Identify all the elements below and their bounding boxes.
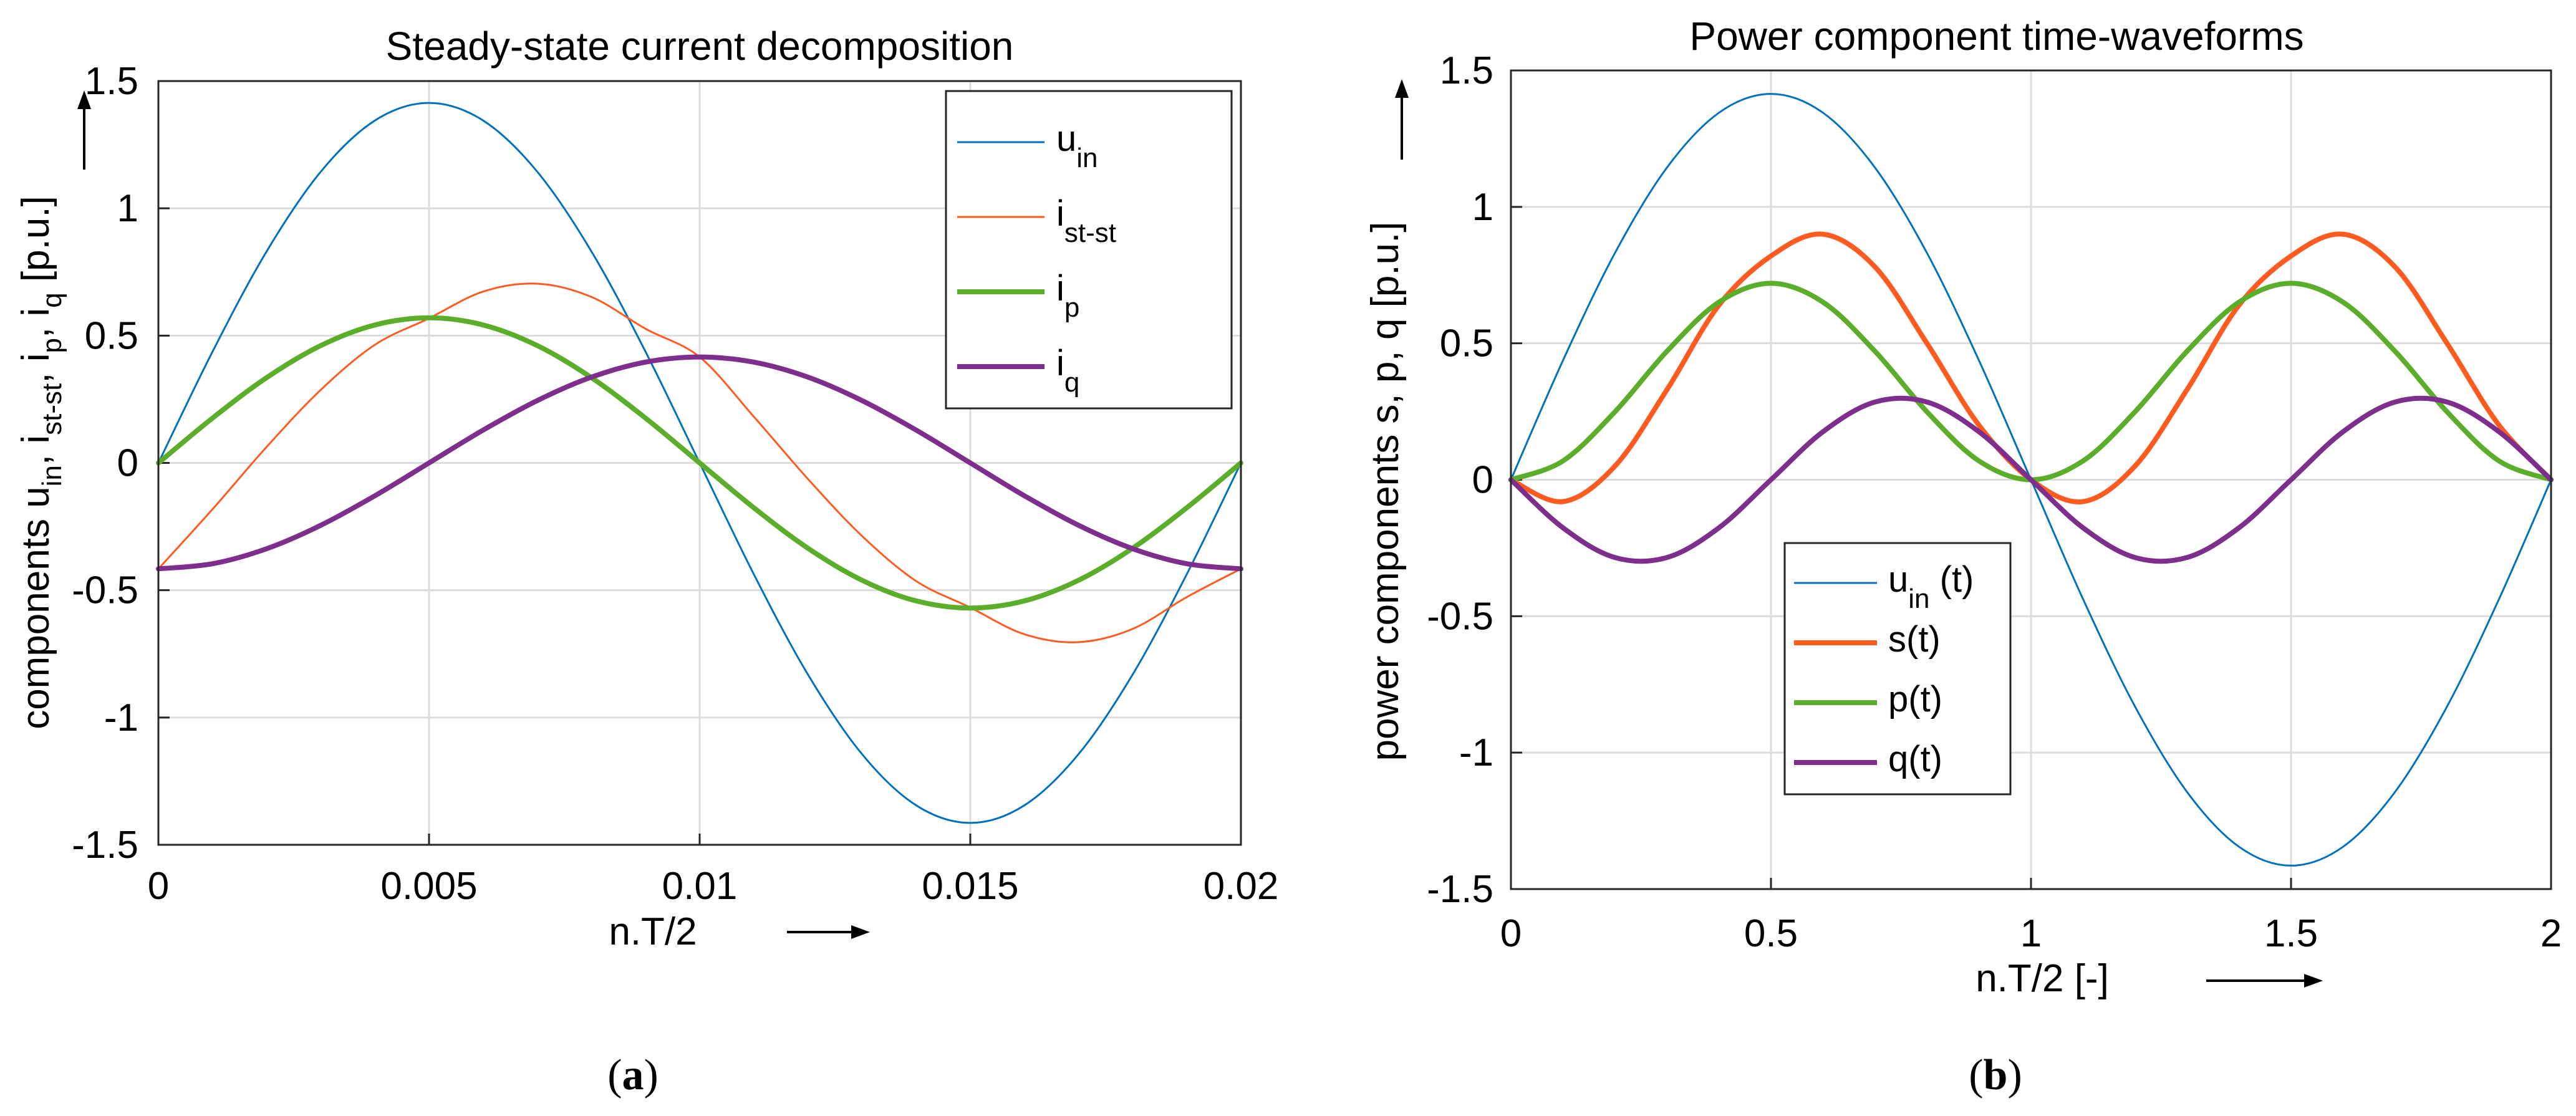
chart-b-ytick-labels: -1.5 -1 -0.5 0 0.5 1 1.5 (1427, 49, 1493, 911)
chart-b-xtick-labels: 0 0.5 1 1.5 2 (1500, 912, 2562, 955)
legend-label: iq (1056, 343, 1079, 398)
chart-b-xlabel-arrow (2206, 974, 2323, 988)
y-tick-label: 0 (117, 442, 138, 485)
chart-a-legend: uin ist-st ip iq (945, 90, 1233, 410)
x-tick-label: 0 (1500, 912, 1522, 955)
y-tick-label: -0.5 (1427, 595, 1493, 638)
legend-label: uin (t) (1888, 559, 1974, 614)
x-tick-label: 0.02 (1204, 865, 1279, 908)
chart-a-xtick-labels: 0 0.005 0.01 0.015 0.02 (148, 865, 1279, 908)
chart-b-ylabel-arrow (1395, 79, 1409, 160)
legend-label: s(t) (1888, 619, 1941, 660)
x-tick-label: 0.015 (922, 865, 1018, 908)
y-tick-label: 1 (117, 187, 138, 230)
y-tick-label: -1.5 (1427, 868, 1493, 911)
x-tick-label: 2 (2540, 912, 2562, 955)
x-tick-label: 0.5 (1744, 912, 1798, 955)
chart-b-grid (1510, 69, 2552, 890)
chart-b-legend-box (1783, 542, 2012, 796)
chart-b-xlabel: n.T/2 [-] (1975, 957, 2109, 1000)
series-line-i-q (156, 354, 1243, 572)
legend-label: p(t) (1888, 679, 1942, 719)
caption-b: (b) (1969, 1051, 2022, 1099)
y-tick-label: -1.5 (72, 824, 138, 867)
y-tick-label: 0.5 (1440, 322, 1493, 365)
series-line-q-t- (1508, 395, 2554, 564)
x-tick-label: 1 (2020, 912, 2042, 955)
y-tick-label: -1 (104, 696, 138, 739)
chart-b-plot-frame (1510, 69, 2552, 890)
chart-b: Power component time-waveforms -1.5 -1 -0.… (1364, 14, 2562, 1099)
legend-label: ist-st (1056, 193, 1116, 248)
y-tick-label: -1 (1459, 731, 1493, 774)
chart-b-legend: uin (t) s(t) p(t) q(t) (1783, 542, 2012, 796)
chart-b-series (1508, 93, 2554, 867)
y-tick-label: -0.5 (72, 569, 138, 612)
x-tick-label: 0.01 (662, 865, 738, 908)
series-line-i-p (156, 315, 1243, 611)
chart-a-xlabel-arrow (787, 925, 870, 939)
y-tick-label: 0.5 (85, 314, 138, 357)
chart-b-title: Power component time-waveforms (1689, 14, 2303, 59)
legend-label: ip (1056, 268, 1079, 323)
x-tick-label: 0.005 (380, 865, 477, 908)
x-tick-label: 0 (148, 865, 169, 908)
chart-a-legend-box (945, 90, 1233, 410)
chart-a-title: Steady-state current decomposition (386, 24, 1014, 69)
chart-a-ylabel-arrow (77, 90, 91, 170)
y-tick-label: 1 (1472, 186, 1493, 229)
y-tick-label: 1.5 (85, 60, 138, 103)
chart-a-ytick-labels: -1.5 -1 -0.5 0 0.5 1 1.5 (72, 60, 138, 867)
chart-a-series (156, 102, 1243, 824)
chart-a-xlabel: n.T/2 (609, 910, 697, 953)
chart-a: Steady-state current decomposition -1.5-… (14, 24, 1278, 1099)
chart-a-ylabel: components uin, ist-st, ip, iq [p.u.] (14, 196, 67, 729)
chart-b-ylabel: power components s, p, q [p.u.] (1364, 221, 1407, 761)
legend-label: uin (1056, 118, 1098, 173)
x-tick-label: 1.5 (2264, 912, 2318, 955)
legend-label: q(t) (1888, 739, 1942, 779)
chart-a-plot-frame (157, 80, 1242, 846)
y-tick-label: 1.5 (1440, 49, 1493, 92)
y-tick-label: 0 (1472, 459, 1493, 502)
caption-a: (a) (607, 1051, 658, 1099)
